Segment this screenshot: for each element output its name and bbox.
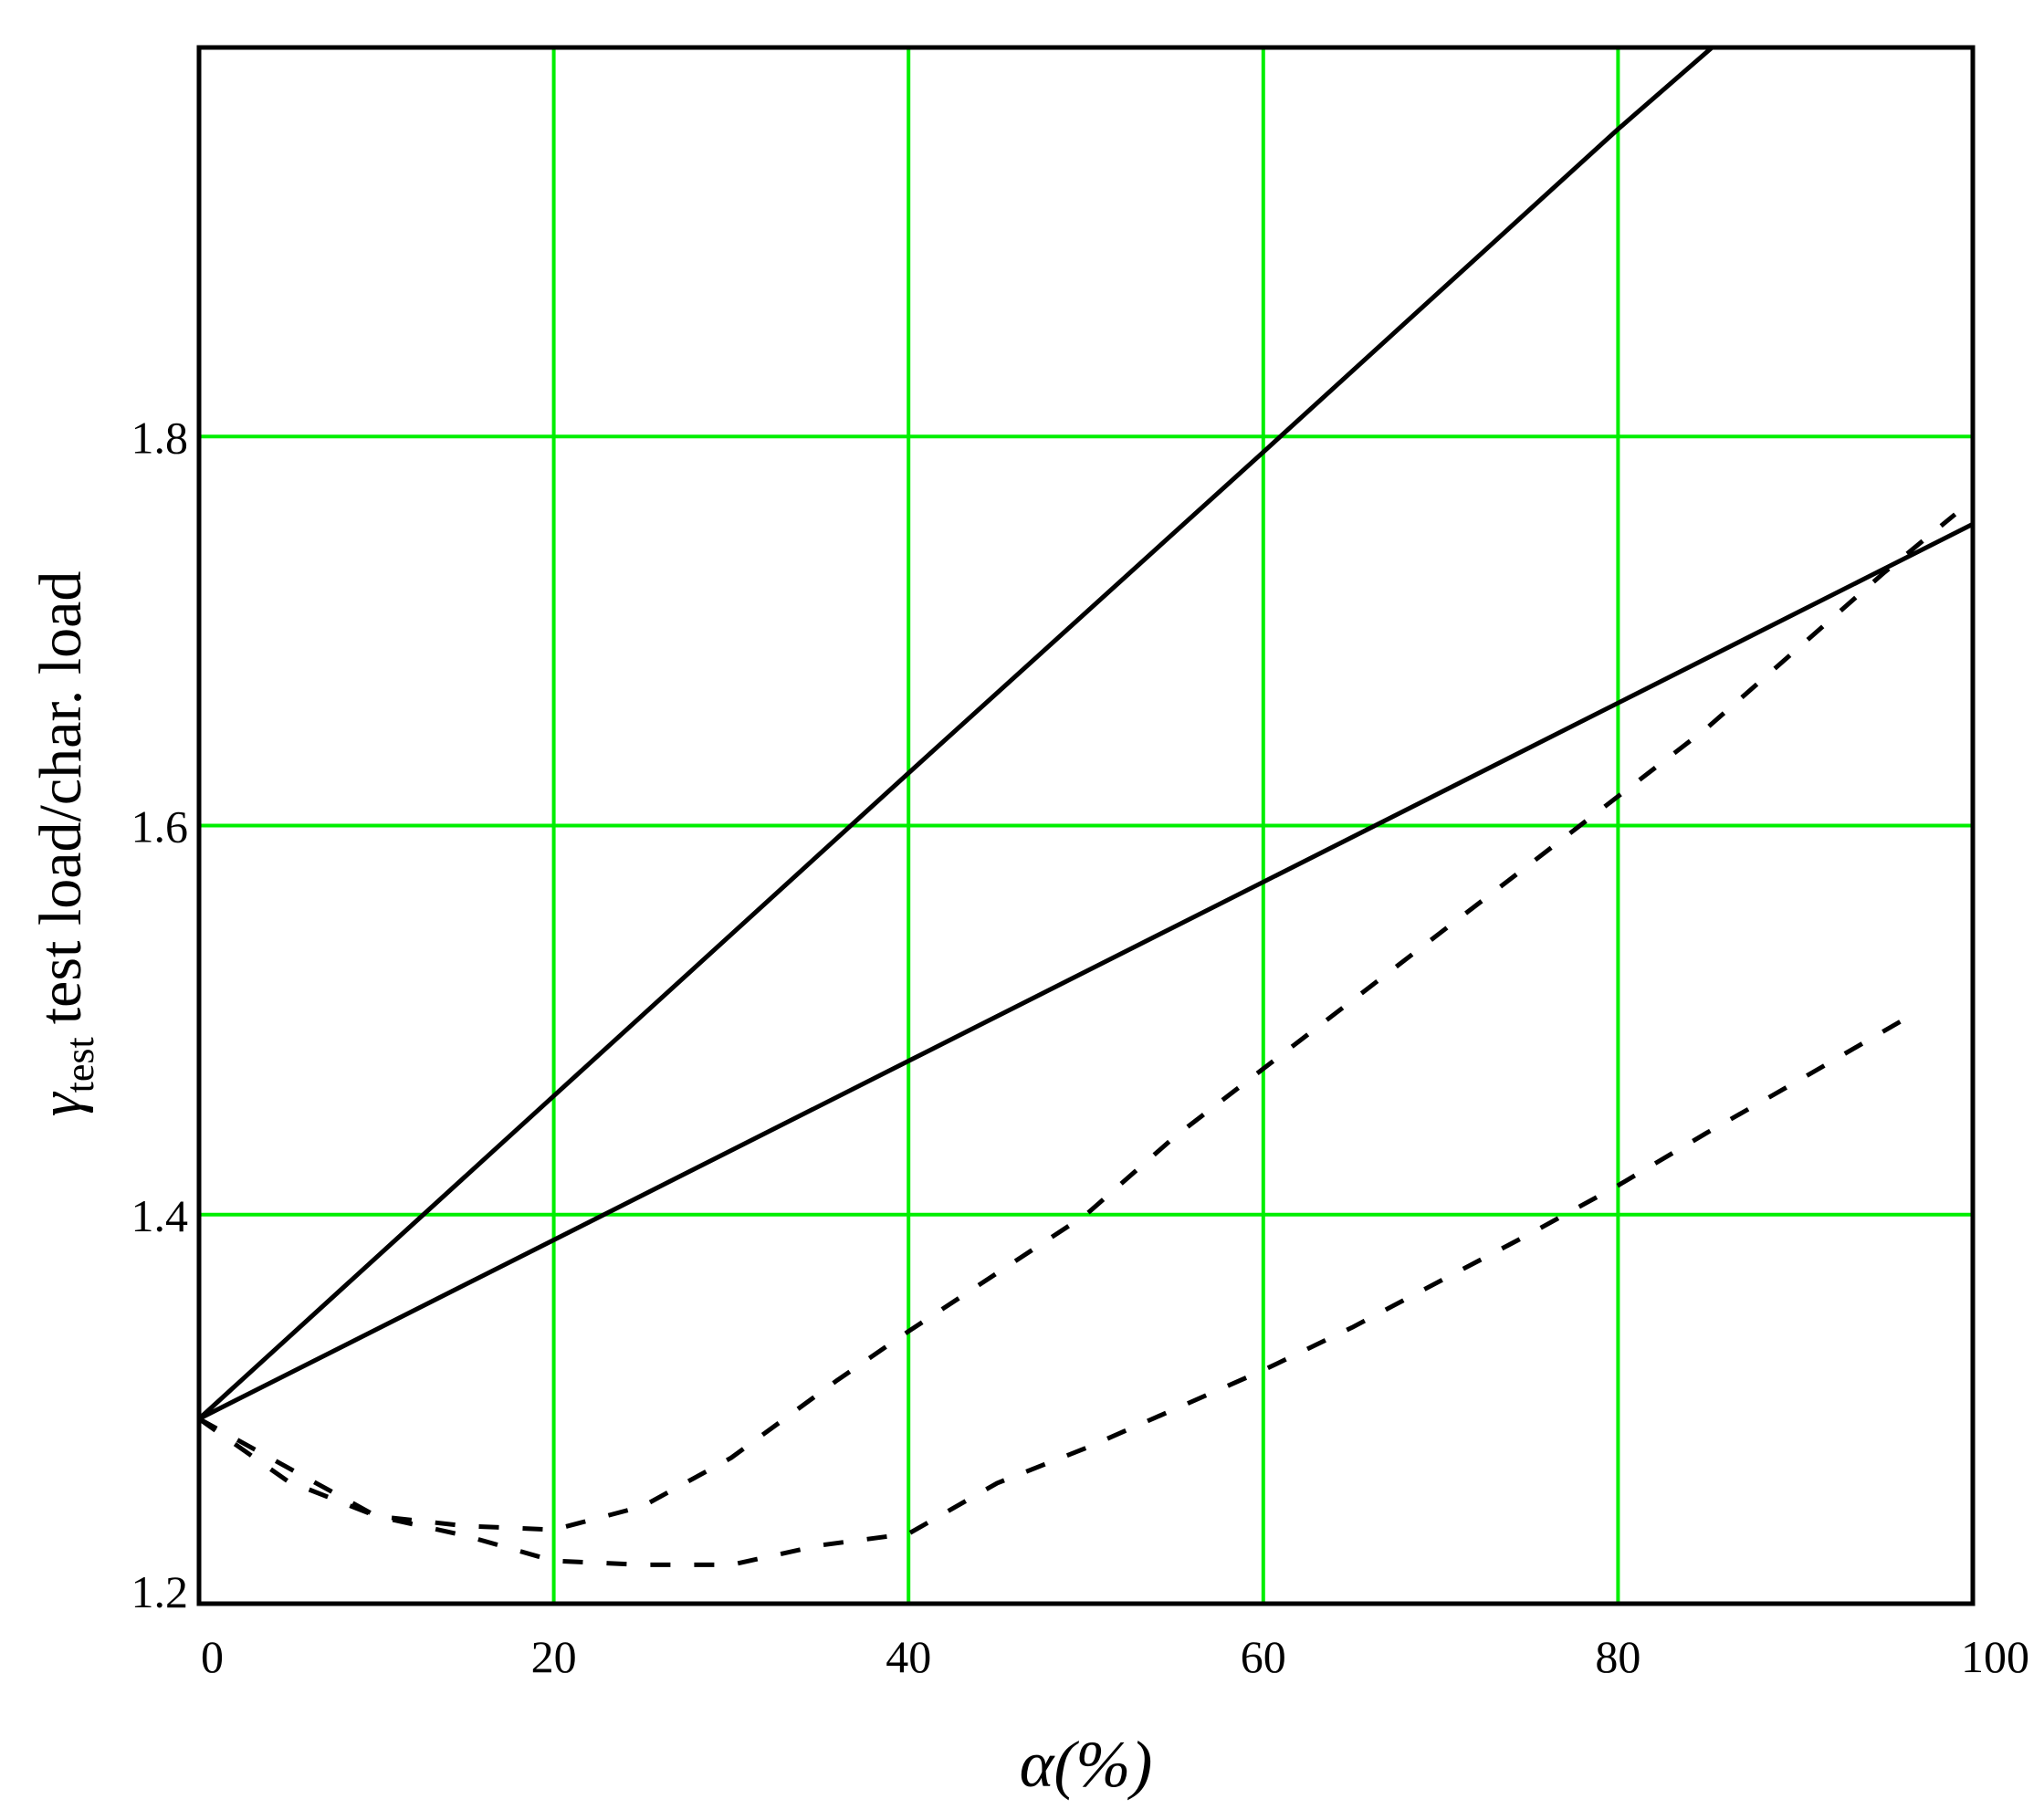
x-tick-label: 60 xyxy=(1241,1631,1286,1682)
y-tick-label: 1.8 xyxy=(131,412,189,463)
series-line-2 xyxy=(197,521,1975,1421)
series-group xyxy=(197,46,1975,1567)
series-line-4 xyxy=(197,1008,1921,1567)
y-tick-label: 1.4 xyxy=(131,1190,189,1241)
grid xyxy=(199,47,1973,1604)
x-tick-label: 80 xyxy=(1595,1631,1640,1682)
x-tick-label: 100 xyxy=(1961,1631,2029,1682)
y-axis-title-symbol: γ xyxy=(27,1091,94,1116)
y-axis-title-subscript: test xyxy=(58,1037,102,1093)
x-tick-label: 20 xyxy=(531,1631,577,1682)
y-axis-title: γtest test load/char. load xyxy=(27,571,102,1117)
y-tick-labels: 1.2 1.4 1.6 1.8 xyxy=(131,412,189,1617)
x-tick-label: 40 xyxy=(886,1631,931,1682)
x-axis-title: α(%) xyxy=(1020,1728,1153,1801)
y-tick-label: 1.6 xyxy=(131,801,189,852)
y-tick-label: 1.2 xyxy=(131,1566,189,1617)
series-line-3 xyxy=(197,512,1957,1532)
plot-frame xyxy=(196,45,1976,1606)
x-tick-label: 0 xyxy=(201,1631,224,1682)
series-line-1 xyxy=(197,46,1714,1421)
y-axis-title-text: test load/char. load xyxy=(27,571,94,1025)
x-tick-labels: 0 20 40 60 80 100 xyxy=(201,1631,2029,1682)
